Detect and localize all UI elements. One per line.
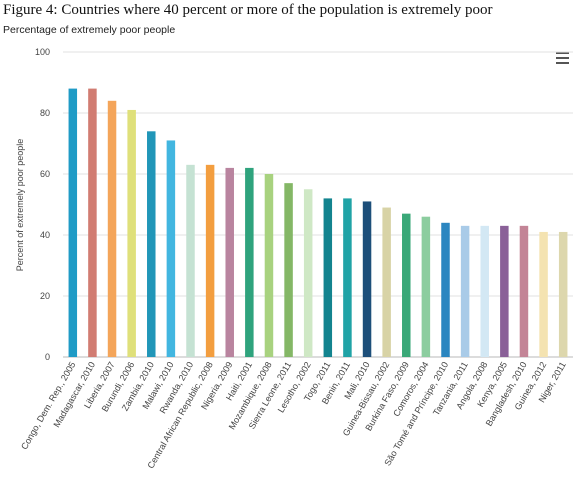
bars	[68, 88, 568, 358]
y-axis-label: Percent of extremely poor people	[15, 139, 25, 272]
bar	[362, 201, 372, 357]
chart-subtitle: Percentage of extremely poor people	[3, 24, 176, 36]
bar	[343, 198, 352, 357]
y-tick-label: 60	[40, 169, 50, 179]
bar	[245, 167, 254, 357]
y-axis-ticks: 0 20 40 60 80 100	[35, 47, 50, 362]
bar	[205, 164, 215, 357]
y-tick-label: 40	[40, 230, 50, 240]
bar	[264, 174, 274, 357]
y-tick-label: 0	[45, 352, 50, 362]
bar	[88, 88, 97, 357]
bar	[441, 222, 450, 357]
y-tick-label: 80	[40, 108, 50, 118]
gridlines	[63, 51, 573, 358]
bar	[519, 225, 529, 357]
bar	[284, 183, 293, 357]
bar	[107, 100, 117, 358]
bar	[480, 225, 489, 357]
y-tick-label: 100	[35, 47, 50, 57]
bar	[303, 189, 313, 357]
bar	[225, 167, 234, 357]
hamburger-menu-icon[interactable]	[556, 52, 569, 64]
bar	[421, 216, 431, 357]
chart-title: Figure 4: Countries where 40 percent or …	[3, 2, 493, 18]
bar	[127, 109, 136, 357]
bar	[460, 225, 470, 357]
bar	[402, 213, 411, 357]
y-tick-label: 20	[40, 291, 50, 301]
bar	[323, 198, 333, 357]
bar	[539, 231, 548, 357]
bar	[147, 131, 156, 357]
bar	[186, 164, 195, 357]
bar	[382, 207, 391, 357]
bar	[68, 88, 78, 357]
bar	[166, 140, 176, 357]
bar	[558, 231, 568, 357]
bar	[500, 225, 509, 357]
